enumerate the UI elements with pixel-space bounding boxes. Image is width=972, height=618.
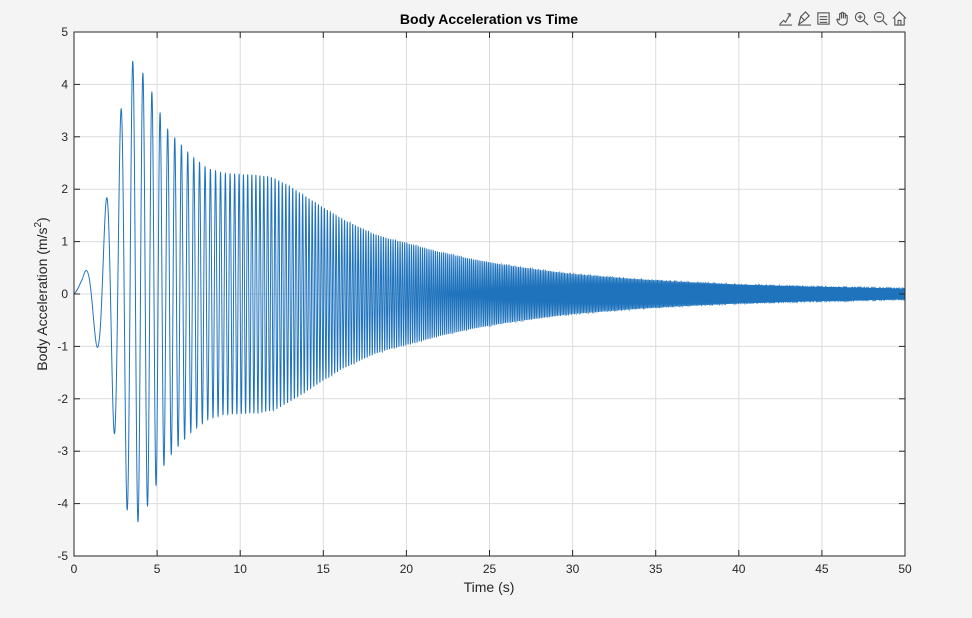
x-tick-label: 15 bbox=[317, 562, 331, 576]
y-axis-label: Body Acceleration (m/s2) bbox=[33, 217, 50, 370]
x-tick-label: 50 bbox=[898, 562, 912, 576]
data-tips-icon bbox=[778, 12, 793, 26]
y-tick-label: 3 bbox=[61, 130, 68, 144]
y-tick-label: 2 bbox=[61, 182, 68, 196]
x-tick-labels: 0 5 10 15 20 25 30 35 40 45 50 bbox=[71, 562, 912, 576]
x-tick-label: 0 bbox=[71, 562, 78, 576]
zoom-out-icon bbox=[873, 11, 888, 25]
y-tick-label: -3 bbox=[57, 444, 68, 458]
x-tick-label: 30 bbox=[566, 562, 580, 576]
y-tick-label: -5 bbox=[57, 549, 68, 563]
y-tick-label: -1 bbox=[57, 339, 68, 353]
y-tick-label: -2 bbox=[57, 392, 68, 406]
legend-button[interactable] bbox=[815, 9, 832, 27]
brush-icon bbox=[797, 10, 812, 26]
axes-toolbar bbox=[777, 9, 908, 27]
y-tick-label: -4 bbox=[57, 497, 68, 511]
y-tick-label: 5 bbox=[61, 25, 68, 39]
x-tick-label: 5 bbox=[154, 562, 161, 576]
legend-icon bbox=[817, 11, 830, 25]
pan-icon bbox=[836, 11, 848, 26]
x-tick-label: 10 bbox=[234, 562, 248, 576]
brush-button[interactable] bbox=[796, 9, 813, 27]
x-tick-label: 20 bbox=[400, 562, 414, 576]
y-tick-label: 0 bbox=[61, 287, 68, 301]
y-tick-labels: 5 4 3 2 1 0 -1 -2 -3 -4 -5 bbox=[57, 25, 68, 563]
tick-marks bbox=[73, 31, 906, 557]
x-tick-label: 25 bbox=[483, 562, 497, 576]
x-tick-label: 45 bbox=[815, 562, 829, 576]
x-tick-label: 35 bbox=[649, 562, 663, 576]
chart-title: Body Acceleration vs Time bbox=[400, 11, 578, 27]
home-button[interactable] bbox=[891, 9, 908, 27]
series-line-body-acceleration bbox=[73, 60, 906, 523]
zoom-in-icon bbox=[854, 11, 869, 25]
zoom-out-button[interactable] bbox=[872, 9, 889, 27]
data-tips-button[interactable] bbox=[777, 9, 794, 27]
home-icon bbox=[892, 10, 907, 26]
x-axis-label: Time (s) bbox=[464, 579, 515, 595]
zoom-in-button[interactable] bbox=[853, 9, 870, 27]
x-tick-label: 40 bbox=[732, 562, 746, 576]
y-tick-label: 1 bbox=[61, 235, 68, 249]
y-tick-label: 4 bbox=[61, 77, 68, 91]
pan-button[interactable] bbox=[834, 9, 851, 27]
